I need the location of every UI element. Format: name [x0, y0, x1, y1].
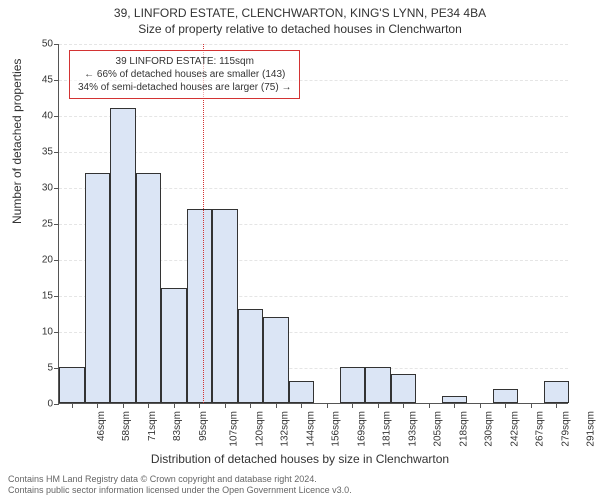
xtick — [429, 403, 430, 408]
histogram-bar — [391, 374, 417, 403]
xtick-label: 95sqm — [198, 411, 209, 441]
histogram-bar — [136, 173, 162, 403]
xtick — [250, 403, 251, 408]
page-subtitle: Size of property relative to detached ho… — [0, 22, 600, 38]
ytick — [54, 116, 59, 117]
histogram-bar — [161, 288, 187, 403]
xtick — [531, 403, 532, 408]
xtick — [276, 403, 277, 408]
xtick — [225, 403, 226, 408]
ytick-label: 5 — [47, 363, 53, 374]
xtick — [378, 403, 379, 408]
xtick-label: 181sqm — [382, 411, 393, 447]
xtick-label: 205sqm — [433, 411, 444, 447]
ytick — [54, 224, 59, 225]
ytick — [54, 260, 59, 261]
ytick-label: 35 — [42, 147, 53, 158]
xtick — [148, 403, 149, 408]
xtick — [72, 403, 73, 408]
footer-line-1: Contains HM Land Registry data © Crown c… — [8, 474, 352, 485]
xtick-label: 279sqm — [560, 411, 571, 447]
xtick — [123, 403, 124, 408]
ytick-label: 25 — [42, 219, 53, 230]
xtick-label: 169sqm — [356, 411, 367, 447]
xtick-label: 218sqm — [458, 411, 469, 447]
ytick-label: 10 — [42, 327, 53, 338]
ytick-label: 45 — [42, 75, 53, 86]
xtick — [480, 403, 481, 408]
xtick-label: 242sqm — [509, 411, 520, 447]
xtick-label: 120sqm — [254, 411, 265, 447]
marker-info-line: 34% of semi-detached houses are larger (… — [78, 81, 291, 94]
plot-area: 0510152025303540455046sqm58sqm71sqm83sqm… — [58, 44, 568, 404]
xtick-label: 71sqm — [147, 411, 158, 441]
xtick — [97, 403, 98, 408]
histogram-bar — [442, 396, 468, 403]
xtick-label: 267sqm — [535, 411, 546, 447]
chart-area: 0510152025303540455046sqm58sqm71sqm83sqm… — [58, 44, 568, 404]
gridline — [59, 44, 568, 45]
xtick — [327, 403, 328, 408]
histogram-bar — [340, 367, 366, 403]
ytick — [54, 404, 59, 405]
ytick — [54, 188, 59, 189]
ytick-label: 20 — [42, 255, 53, 266]
ytick-label: 0 — [47, 399, 53, 410]
xtick-label: 156sqm — [331, 411, 342, 447]
histogram-bar — [187, 209, 213, 403]
xtick — [174, 403, 175, 408]
histogram-bar — [238, 309, 264, 403]
marker-info-box: 39 LINFORD ESTATE: 115sqm← 66% of detach… — [69, 50, 300, 99]
histogram-bar — [59, 367, 85, 403]
xtick-label: 107sqm — [229, 411, 240, 447]
ytick-label: 40 — [42, 111, 53, 122]
histogram-bar — [263, 317, 289, 403]
histogram-bar — [544, 381, 570, 403]
ytick-label: 15 — [42, 291, 53, 302]
footer-attribution: Contains HM Land Registry data © Crown c… — [8, 474, 352, 496]
histogram-bar — [212, 209, 238, 403]
histogram-bar — [289, 381, 315, 403]
xtick-label: 132sqm — [280, 411, 291, 447]
xtick — [505, 403, 506, 408]
marker-info-line: 39 LINFORD ESTATE: 115sqm — [78, 55, 291, 68]
ytick — [54, 152, 59, 153]
xtick-label: 83sqm — [172, 411, 183, 441]
xtick — [556, 403, 557, 408]
ytick — [54, 44, 59, 45]
xtick — [454, 403, 455, 408]
histogram-bar — [365, 367, 391, 403]
xtick — [403, 403, 404, 408]
marker-info-line: ← 66% of detached houses are smaller (14… — [78, 68, 291, 81]
xtick — [301, 403, 302, 408]
xtick-label: 144sqm — [305, 411, 316, 447]
xtick-label: 46sqm — [96, 411, 107, 441]
xtick — [352, 403, 353, 408]
footer-line-2: Contains public sector information licen… — [8, 485, 352, 496]
ytick — [54, 296, 59, 297]
page-title: 39, LINFORD ESTATE, CLENCHWARTON, KING'S… — [0, 6, 600, 22]
ytick-label: 50 — [42, 39, 53, 50]
ytick — [54, 332, 59, 333]
histogram-bar — [493, 389, 519, 403]
xtick — [199, 403, 200, 408]
xtick-label: 193sqm — [407, 411, 418, 447]
ytick — [54, 80, 59, 81]
histogram-bar — [110, 108, 136, 403]
ytick-label: 30 — [42, 183, 53, 194]
xtick-label: 230sqm — [484, 411, 495, 447]
xtick-label: 58sqm — [121, 411, 132, 441]
xtick-label: 291sqm — [586, 411, 597, 447]
histogram-bar — [85, 173, 111, 403]
x-axis-label: Distribution of detached houses by size … — [0, 452, 600, 466]
y-axis-label: Number of detached properties — [10, 59, 24, 224]
